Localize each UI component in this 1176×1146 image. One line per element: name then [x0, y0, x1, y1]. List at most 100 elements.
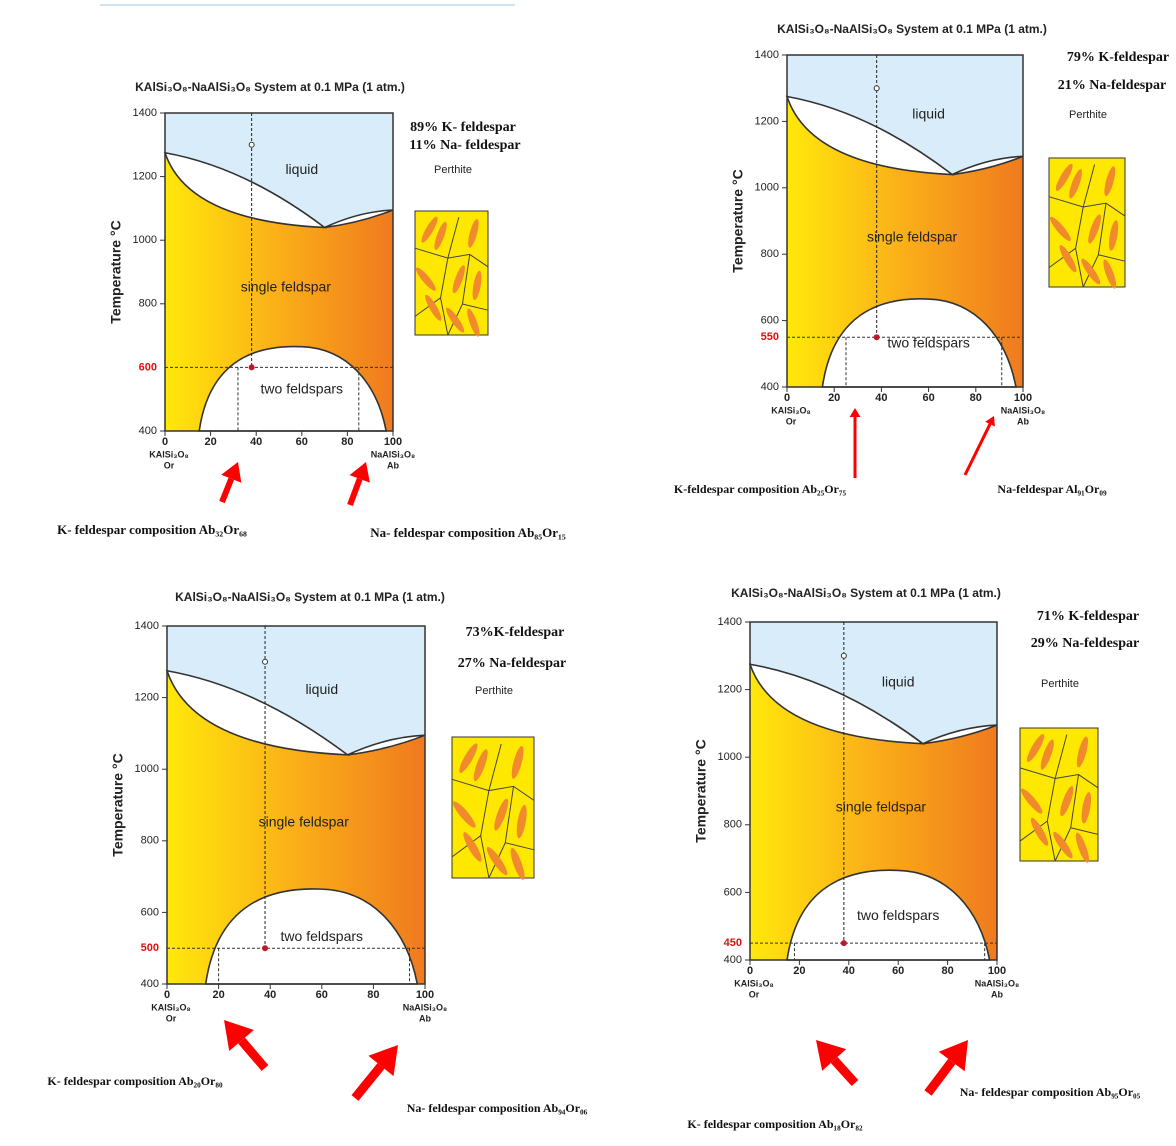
y-axis-label: Temperature °C	[108, 220, 124, 323]
x-tick-label: 100	[988, 965, 1006, 977]
figure: 400800100012001400020406080100KAlSi₃O₈Or…	[0, 0, 1176, 1146]
start-point	[249, 142, 254, 147]
x-tick-label: 0	[784, 392, 790, 404]
x-end-label: NaAlSi₃O₈	[1001, 405, 1045, 415]
x-tick-label: 60	[316, 989, 328, 1001]
proportion-label: 11% Na- feldespar	[409, 138, 520, 153]
region-label: liquid	[912, 105, 945, 121]
temperature-label: 500	[141, 942, 159, 954]
x-end-label: Or	[749, 989, 760, 999]
y-tick-label: 400	[141, 978, 159, 990]
y-tick-label: 1400	[133, 107, 157, 119]
proportion-label: 21% Na-feldespar	[1058, 78, 1167, 93]
composition-caption: Na- feldespar composition Ab₉₄Or₀₆	[407, 1101, 588, 1115]
x-tick-label: 80	[367, 989, 379, 1001]
region-label: liquid	[285, 161, 318, 177]
region-label: single feldspar	[259, 814, 350, 830]
y-tick-label: 1200	[133, 171, 157, 183]
y-tick-label: 400	[139, 425, 157, 437]
y-tick-label: 1200	[135, 692, 159, 704]
region-label: single feldspar	[867, 228, 958, 244]
start-point	[263, 659, 268, 664]
x-end-label: NaAlSi₃O₈	[371, 449, 415, 459]
x-end-label: Ab	[387, 460, 399, 470]
region-label: two feldspars	[281, 928, 363, 944]
temperature-point	[262, 945, 268, 951]
proportion-label: 89% K- feldespar	[410, 120, 516, 135]
y-tick-label: 1000	[135, 763, 159, 775]
start-point	[841, 653, 846, 658]
y-tick-label: 400	[724, 954, 742, 966]
arrow-head	[850, 408, 861, 417]
y-tick-label: 1000	[755, 182, 779, 194]
x-tick-label: 0	[747, 965, 753, 977]
temperature-label: 600	[139, 361, 157, 373]
region-label: liquid	[305, 681, 338, 697]
panel: 400600800100012001400020406080100KAlSi₃O…	[687, 586, 1140, 1131]
x-end-label: Or	[164, 460, 175, 470]
region-label: single feldspar	[836, 799, 927, 815]
texture-label: Perthite	[1069, 109, 1107, 121]
x-tick-label: 40	[250, 436, 262, 448]
y-tick-label: 800	[141, 835, 159, 847]
panel: 400600800100012001400020406080100KAlSi₃O…	[47, 590, 587, 1115]
y-tick-label: 800	[761, 248, 779, 260]
x-tick-label: 80	[970, 392, 982, 404]
x-tick-label: 20	[828, 392, 840, 404]
composition-caption: K- feldespar composition Ab₃₂Or₆₈	[57, 522, 247, 537]
x-end-label: Ab	[419, 1013, 431, 1023]
y-axis-label: Temperature °C	[730, 169, 746, 272]
temperature-label: 450	[724, 937, 742, 949]
x-end-label: Ab	[991, 989, 1003, 999]
y-tick-label: 800	[724, 819, 742, 831]
chart-title: KAlSi₃O₈-NaAlSi₃O₈ System at 0.1 MPa (1 …	[777, 22, 1047, 36]
arrow-shaft	[834, 1060, 855, 1083]
x-tick-label: 100	[1014, 392, 1032, 404]
chart-title: KAlSi₃O₈-NaAlSi₃O₈ System at 0.1 MPa (1 …	[175, 590, 445, 604]
proportion-label: 79% K-feldespar	[1067, 50, 1169, 65]
y-tick-label: 400	[761, 381, 779, 393]
temperature-point	[249, 364, 255, 370]
proportion-label: 27% Na-feldespar	[458, 656, 567, 671]
arrow-shaft	[350, 479, 360, 505]
x-end-label: NaAlSi₃O₈	[975, 978, 1019, 988]
x-end-label: KAlSi₃O₈	[151, 1002, 190, 1012]
region-label: liquid	[882, 674, 915, 690]
y-axis-label: Temperature °C	[110, 753, 126, 856]
x-end-label: Or	[786, 416, 797, 426]
temperature-point	[874, 334, 880, 340]
x-end-label: KAlSi₃O₈	[734, 978, 773, 988]
x-end-label: KAlSi₃O₈	[149, 449, 188, 459]
x-tick-label: 40	[843, 965, 855, 977]
x-tick-label: 0	[164, 989, 170, 1001]
arrow-shaft	[222, 479, 231, 502]
composition-caption: K- feldespar composition Ab₂₀Or₈₀	[47, 1074, 223, 1088]
y-tick-label: 600	[761, 315, 779, 327]
chart-title: KAlSi₃O₈-NaAlSi₃O₈ System at 0.1 MPa (1 …	[731, 586, 1001, 600]
arrow-shaft	[242, 1041, 265, 1068]
proportion-label: 29% Na-feldespar	[1031, 636, 1140, 651]
y-tick-label: 600	[141, 906, 159, 918]
x-tick-label: 20	[204, 436, 216, 448]
y-tick-label: 1000	[718, 751, 742, 763]
region-label: single feldspar	[241, 279, 332, 295]
region-label: two feldspars	[261, 380, 343, 396]
composition-caption: Na- feldespar composition Ab₈₅Or₁₅	[370, 525, 566, 540]
x-tick-label: 80	[941, 965, 953, 977]
region-label: two feldspars	[857, 907, 939, 923]
x-end-label: NaAlSi₃O₈	[403, 1002, 447, 1012]
x-tick-label: 0	[162, 436, 168, 448]
texture-label: Perthite	[1041, 678, 1079, 690]
x-end-label: KAlSi₃O₈	[771, 405, 810, 415]
chart-title: KAlSi₃O₈-NaAlSi₃O₈ System at 0.1 MPa (1 …	[135, 80, 405, 94]
x-tick-label: 20	[793, 965, 805, 977]
y-tick-label: 1200	[755, 115, 779, 127]
arrow-shaft	[928, 1062, 952, 1093]
temperature-point	[841, 940, 847, 946]
y-tick-label: 1000	[133, 234, 157, 246]
composition-caption: Na-feldespar Al₉₁Or₀₉	[997, 482, 1107, 496]
texture-label: Perthite	[475, 685, 513, 697]
x-tick-label: 100	[416, 989, 434, 1001]
